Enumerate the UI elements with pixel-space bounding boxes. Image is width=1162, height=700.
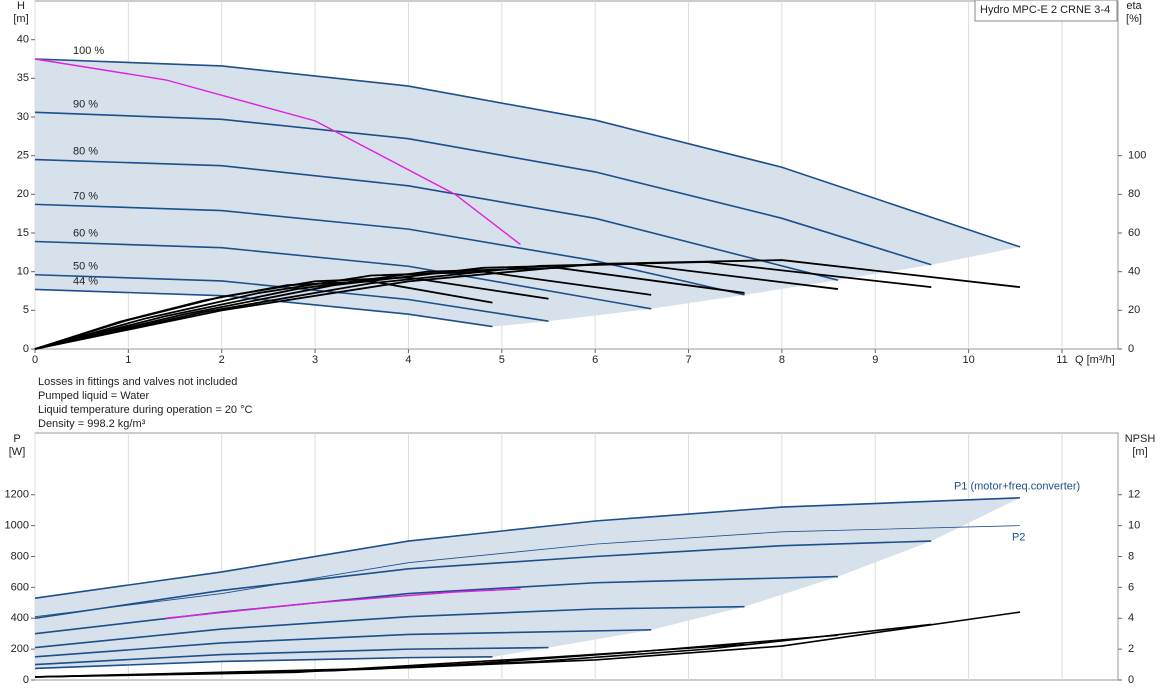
- y-tick-label: 0: [23, 343, 29, 355]
- curve-label: 70 %: [73, 190, 98, 202]
- y2-tick-label: 20: [1128, 304, 1140, 316]
- note: Losses in fittings and valves not includ…: [38, 376, 237, 388]
- curve: [34, 288, 493, 328]
- curve: [34, 646, 549, 666]
- curve: [34, 111, 932, 266]
- curve: [34, 203, 745, 296]
- curve: [34, 540, 932, 620]
- note: Pumped liquid = Water: [38, 390, 150, 402]
- panel: 0 1 2 3 4 5 6 7 8 9 10 11 0 5 10 15 20 25 30 35 40 0 20 40 60 80 1…: [17, 0, 1146, 366]
- curve: [34, 266, 745, 350]
- y-tick-label: 15: [17, 227, 29, 239]
- chart-title: Hydro MPC-E 2 CRNE 3-4: [980, 4, 1110, 16]
- x-tick-label: 9: [872, 354, 878, 366]
- x-tick-label: 4: [405, 354, 411, 366]
- x-tick-label: 5: [499, 354, 505, 366]
- curve: [34, 643, 745, 678]
- x-tick-label: 7: [685, 354, 691, 366]
- y-tick-label: 1000: [5, 520, 29, 532]
- y2-axis-unit: [%]: [1126, 13, 1142, 25]
- x-tick-label: 1: [125, 354, 131, 366]
- y2-tick-label: 0: [1128, 343, 1134, 355]
- x-tick-label: 6: [592, 354, 598, 366]
- curve: [34, 58, 1021, 248]
- y-tick-label: 20: [17, 188, 29, 200]
- title-box: [974, 0, 1118, 22]
- y2-tick-label: 100: [1128, 150, 1146, 162]
- y2-axis-unit: [m]: [1132, 446, 1147, 458]
- y-axis-label: H: [17, 0, 25, 12]
- curve-label: 44 %: [73, 275, 98, 287]
- curve: [34, 259, 1021, 350]
- x-tick-label: 8: [779, 354, 785, 366]
- curve: [34, 261, 932, 350]
- y-tick-label: 5: [23, 304, 29, 316]
- x-tick-label: 3: [312, 354, 318, 366]
- operating-area: [35, 497, 1020, 669]
- curve: [34, 525, 1020, 618]
- y-tick-label: 200: [11, 643, 29, 655]
- y-axis-unit: [m]: [13, 13, 28, 25]
- curve: [165, 588, 521, 619]
- y-tick-label: 40: [17, 34, 29, 46]
- y2-tick-label: 4: [1128, 612, 1134, 624]
- curve-label: 90 %: [73, 98, 98, 110]
- curve: [34, 575, 838, 635]
- y-tick-label: 800: [11, 550, 29, 562]
- y-tick-label: 25: [17, 150, 29, 162]
- curve: [34, 497, 1021, 599]
- curve-label: 50 %: [73, 261, 98, 273]
- y2-tick-label: 0: [1128, 674, 1134, 686]
- y-tick-label: 30: [17, 111, 29, 123]
- y-axis-unit: [W]: [9, 446, 26, 458]
- panel: 0 200 400 600 800 1000 1200 0 2 4 6 8 10 12 P1 (motor+…: [5, 432, 1140, 686]
- y-axis-label: P: [13, 433, 20, 445]
- curve-label: 100 %: [73, 45, 104, 57]
- curve: [34, 656, 493, 670]
- y-tick-label: 0: [23, 674, 29, 686]
- x-tick-label: 0: [32, 354, 38, 366]
- curve-label: 60 %: [73, 227, 98, 239]
- y-tick-label: 600: [11, 581, 29, 593]
- y2-tick-label: 80: [1128, 188, 1140, 200]
- y-tick-label: 1200: [5, 489, 29, 501]
- y2-tick-label: 2: [1128, 643, 1134, 655]
- curve: [34, 58, 521, 246]
- y2-axis-label: eta: [1126, 0, 1142, 12]
- curve: [34, 158, 839, 281]
- y-tick-label: 10: [17, 266, 29, 278]
- note: Density = 998.2 kg/m³: [38, 418, 146, 430]
- curve: [34, 629, 652, 658]
- y-tick-label: 35: [17, 72, 29, 84]
- curve: [34, 240, 652, 310]
- y2-tick-label: 60: [1128, 227, 1140, 239]
- x-tick-label: 11: [1056, 354, 1067, 366]
- note: Liquid temperature during operation = 20…: [38, 404, 253, 416]
- series-label: P1 (motor+freq.converter): [954, 481, 1080, 493]
- curve: [34, 280, 493, 350]
- curve: [34, 263, 839, 350]
- curve: [34, 273, 549, 322]
- curve-label: 80 %: [73, 145, 98, 157]
- y2-tick-label: 40: [1128, 266, 1140, 278]
- x-axis-label: Q [m³/h]: [1075, 354, 1115, 366]
- y2-tick-label: 12: [1128, 489, 1140, 501]
- series-label: P2: [1012, 532, 1025, 544]
- x-tick-label: 10: [962, 354, 974, 366]
- y2-axis-label: NPSH: [1125, 433, 1156, 445]
- y2-tick-label: 6: [1128, 581, 1134, 593]
- x-tick-label: 2: [219, 354, 225, 366]
- curve: [34, 605, 745, 649]
- y2-tick-label: 10: [1128, 520, 1140, 532]
- y-tick-label: 400: [11, 612, 29, 624]
- y2-tick-label: 8: [1128, 550, 1134, 562]
